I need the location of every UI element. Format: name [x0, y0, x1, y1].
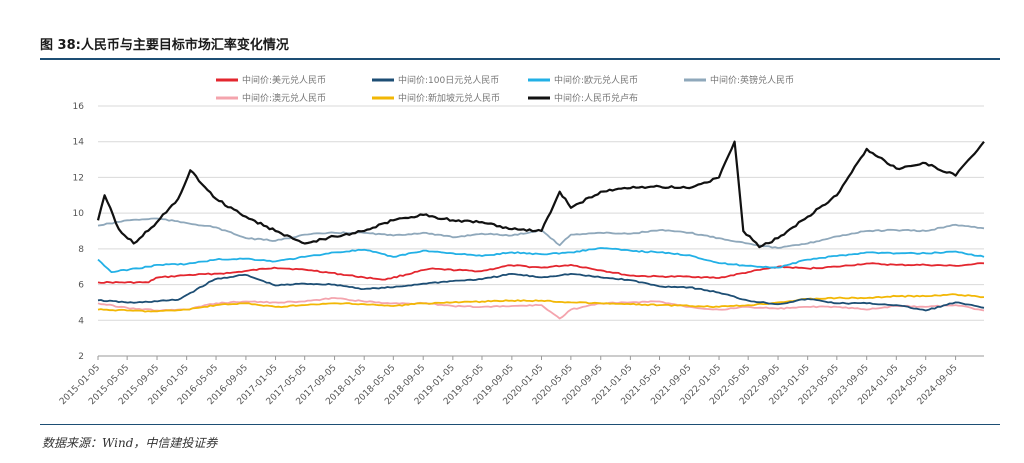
y-tick-label: 14 — [73, 138, 85, 148]
y-tick-label: 4 — [78, 316, 84, 326]
legend-label: 中间价:澳元兑人民币 — [242, 92, 326, 104]
figure-title: 图 38:人民币与主要目标市场汇率变化情况 — [40, 38, 289, 53]
source-note: 数据来源：Wind，中信建投证券 — [42, 436, 218, 450]
series-lines — [96, 140, 985, 320]
y-tick-label: 8 — [78, 245, 84, 255]
y-tick-label: 10 — [73, 209, 85, 219]
footer-divider — [40, 424, 1000, 425]
series-line-1 — [97, 273, 985, 312]
legend-label: 中间价:欧元兑人民币 — [554, 74, 638, 86]
series-line-2 — [97, 247, 985, 273]
series-line-6 — [96, 140, 985, 249]
y-tick-label: 12 — [73, 173, 84, 183]
legend-label: 中间价:人民币兑卢布 — [554, 92, 638, 104]
y-tick-label: 2 — [78, 352, 84, 362]
legend-label: 中间价:英镑兑人民币 — [710, 74, 794, 86]
series-line-0 — [97, 262, 985, 284]
series-line-5 — [97, 293, 985, 313]
legend-label: 中间价:新加坡元兑人民币 — [398, 92, 500, 104]
series-line-4 — [97, 297, 985, 320]
x-axis: 2015-01-052015-05-052015-09-052016-01-05… — [58, 356, 960, 407]
legend-label: 中间价:美元兑人民币 — [242, 74, 326, 86]
y-axis: 2 4 6 8 10 12 14 16 — [73, 102, 85, 362]
y-tick-label: 6 — [78, 281, 84, 291]
title-divider — [40, 58, 1000, 60]
y-tick-label: 16 — [73, 102, 85, 112]
series-line-3 — [97, 217, 985, 249]
legend-label: 中间价:100日元兑人民币 — [398, 74, 499, 86]
legend: 中间价:美元兑人民币 中间价:100日元兑人民币 中间价:欧元兑人民币 中间价:英镑兑… — [216, 74, 794, 104]
